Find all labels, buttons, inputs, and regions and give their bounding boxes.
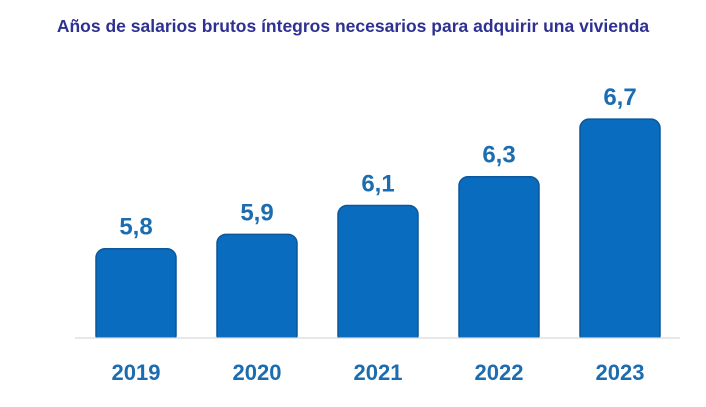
bar-2021 bbox=[337, 204, 419, 345]
chart-title: Años de salarios brutos íntegros necesar… bbox=[56, 16, 650, 36]
x-tick-label-2022: 2022 bbox=[475, 360, 524, 385]
bar-2022 bbox=[458, 175, 540, 345]
bar-2019 bbox=[95, 247, 177, 345]
data-label-2020: 5,9 bbox=[240, 199, 273, 226]
baseline-mask bbox=[0, 338, 706, 347]
data-label-2021: 6,1 bbox=[361, 171, 394, 198]
data-label-2019: 5,8 bbox=[119, 214, 152, 241]
x-tick-label-2020: 2020 bbox=[233, 360, 282, 385]
x-tick-label-2021: 2021 bbox=[354, 360, 403, 385]
bar-2020 bbox=[216, 233, 298, 345]
bar-2023 bbox=[579, 118, 661, 345]
data-label-2022: 6,3 bbox=[482, 142, 515, 169]
data-label-2023: 6,7 bbox=[603, 84, 636, 111]
x-tick-label-2023: 2023 bbox=[596, 360, 645, 385]
x-tick-label-2019: 2019 bbox=[112, 360, 161, 385]
